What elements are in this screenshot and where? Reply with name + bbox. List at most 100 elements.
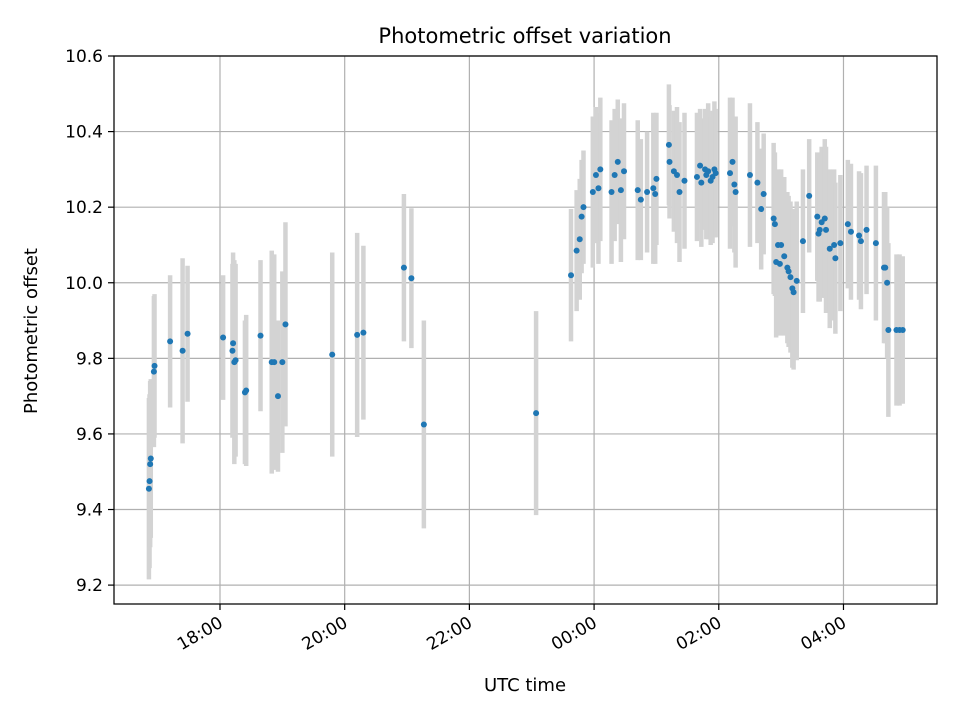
data-point — [712, 170, 719, 177]
data-point — [787, 274, 794, 281]
x-axis-label: UTC time — [484, 675, 566, 696]
data-point — [693, 173, 700, 180]
data-point — [230, 340, 237, 347]
data-point — [770, 215, 777, 222]
data-point — [611, 172, 618, 179]
data-point — [360, 329, 367, 336]
y-tick-label: 9.2 — [76, 576, 103, 596]
x-axis: 18:00 20:00 22:00 00:00 02:00 04:00 — [174, 604, 850, 655]
data-point — [184, 330, 191, 337]
data-point — [150, 368, 157, 375]
data-point — [857, 238, 864, 245]
data-point — [785, 268, 792, 275]
data-point — [754, 179, 761, 186]
data-point — [408, 275, 415, 282]
y-tick-label: 10.2 — [65, 198, 103, 218]
data-point — [729, 158, 736, 165]
data-point — [793, 277, 800, 284]
data-point — [578, 213, 585, 220]
data-point — [816, 226, 823, 233]
y-tick-label: 9.8 — [76, 349, 103, 369]
data-point — [837, 240, 844, 247]
data-point — [617, 187, 624, 194]
data-point — [232, 357, 239, 364]
data-point — [167, 338, 174, 345]
data-point — [576, 236, 583, 243]
x-tick-label: 00:00 — [548, 613, 600, 655]
data-point — [847, 228, 854, 235]
data-point — [595, 185, 602, 192]
data-point — [674, 172, 681, 179]
x-tick-label: 22:00 — [423, 613, 475, 655]
data-point — [568, 272, 575, 279]
data-point — [279, 359, 286, 366]
error-bars — [146, 84, 905, 580]
data-point — [856, 232, 863, 239]
data-point — [882, 264, 889, 271]
data-point — [354, 331, 361, 338]
data-point — [831, 241, 838, 248]
data-point — [274, 393, 281, 400]
data-point — [650, 185, 657, 192]
data-point — [771, 221, 778, 228]
data-point — [823, 226, 830, 233]
data-point — [533, 410, 540, 417]
data-point — [799, 238, 806, 245]
data-point — [634, 187, 641, 194]
data-point — [705, 168, 712, 175]
data-point — [329, 351, 336, 358]
data-point — [652, 190, 659, 197]
data-point — [698, 179, 705, 186]
data-point — [573, 247, 580, 254]
data-point — [666, 158, 673, 165]
data-point — [220, 334, 227, 341]
data-point — [781, 253, 788, 260]
x-tick-label: 20:00 — [299, 613, 351, 655]
data-point — [776, 260, 783, 267]
data-point — [243, 387, 250, 394]
y-axis-label: Photometric offset — [21, 248, 42, 414]
data-point — [832, 255, 839, 262]
data-point — [732, 189, 739, 196]
data-point — [592, 172, 599, 179]
x-tick-label: 02:00 — [673, 613, 725, 655]
data-point — [676, 189, 683, 196]
data-point — [257, 332, 264, 339]
data-points — [145, 141, 906, 492]
data-point — [681, 177, 688, 184]
y-tick-label: 10.6 — [65, 47, 103, 67]
data-point — [885, 327, 892, 333]
chart-title: Photometric offset variation — [378, 24, 671, 48]
y-tick-label: 10.0 — [65, 274, 103, 294]
data-point — [814, 213, 821, 220]
data-point — [806, 192, 813, 199]
data-point — [282, 321, 289, 328]
x-tick-label: 18:00 — [174, 613, 226, 655]
data-point — [826, 245, 833, 252]
y-axis: 9.2 9.4 9.6 9.8 10.0 10.2 10.4 10.6 — [65, 47, 114, 596]
data-point — [179, 347, 186, 354]
data-point — [229, 347, 236, 354]
data-point — [146, 478, 153, 485]
data-point — [147, 455, 154, 462]
y-tick-label: 10.4 — [65, 123, 103, 143]
data-point — [608, 189, 615, 196]
data-point — [758, 206, 765, 213]
data-point — [731, 181, 738, 188]
data-point — [884, 279, 891, 286]
data-point — [746, 172, 753, 179]
data-point — [400, 264, 407, 271]
y-tick-label: 9.6 — [76, 425, 103, 445]
data-point — [589, 189, 596, 196]
data-point — [760, 190, 767, 197]
data-point — [790, 289, 797, 296]
y-tick-label: 9.4 — [76, 501, 103, 521]
data-point — [653, 175, 660, 182]
data-point — [727, 170, 734, 177]
data-point — [863, 226, 870, 233]
data-point — [271, 359, 278, 366]
data-point — [621, 168, 628, 175]
data-point — [147, 461, 154, 468]
data-point — [844, 221, 851, 228]
